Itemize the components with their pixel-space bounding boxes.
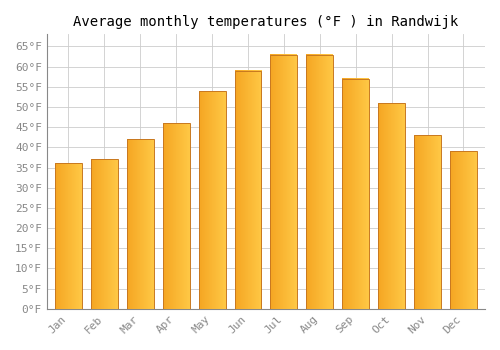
Bar <box>55 163 82 309</box>
Bar <box>234 71 262 309</box>
Bar <box>162 123 190 309</box>
Bar <box>270 55 297 309</box>
Bar <box>306 55 334 309</box>
Bar <box>91 160 118 309</box>
Bar <box>342 79 369 309</box>
Bar <box>127 139 154 309</box>
Title: Average monthly temperatures (°F ) in Randwijk: Average monthly temperatures (°F ) in Ra… <box>74 15 458 29</box>
Bar <box>378 103 405 309</box>
Bar <box>198 91 226 309</box>
Bar <box>450 151 477 309</box>
Bar <box>414 135 441 309</box>
